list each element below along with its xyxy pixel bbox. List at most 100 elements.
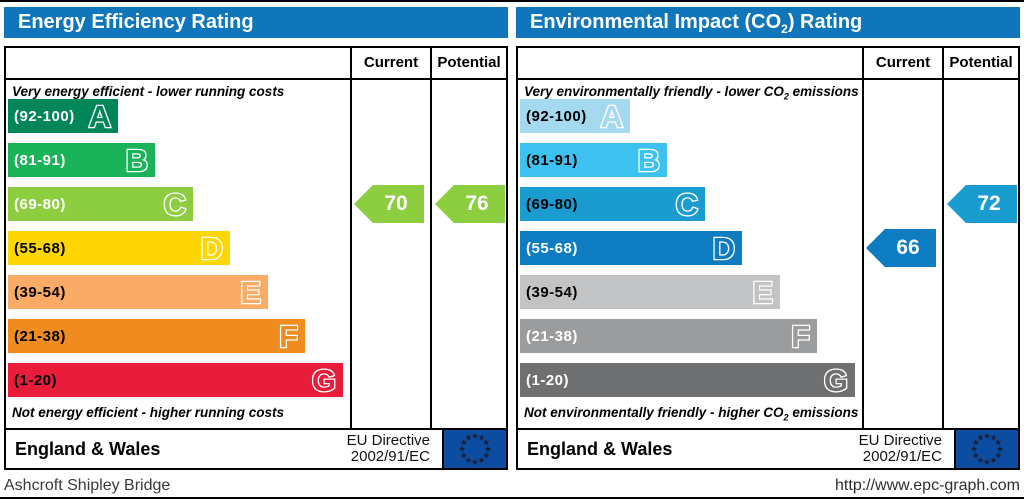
current-rating-value: 66 [896,236,920,259]
current-rating-arrow: 66 [866,229,936,267]
environmental-impact-panel: Environmental Impact (CO2) Rating Curren… [516,7,1020,470]
band-range: (69-80) [526,195,578,213]
current-rating-value: 70 [384,192,408,215]
property-name-label: Ashcroft Shipley Bridge [4,477,171,494]
potential-column-header: Potential [437,54,501,71]
band-d: (55-68) D [520,231,742,265]
band-range: (1-20) [526,371,570,389]
top-caption: Very environmentally friendly - lower CO… [524,84,859,102]
band-e: (39-54) E [520,275,780,309]
band-letter: E [239,274,262,310]
band-letter: G [311,362,338,398]
band-range: (81-91) [14,151,66,169]
directive-line1: EU Directive [346,432,430,449]
source-url-label: http://www.epc-graph.com [835,477,1020,494]
caption-text: Very energy efficient - lower running co… [12,84,285,99]
potential-rating-value: 72 [977,192,1001,215]
band-range: (92-100) [14,107,75,125]
rating-bands: (92-100) A (81-91) B (69-80) C (55-68) D… [8,99,343,407]
band-letter: A [87,98,112,134]
band-range: (55-68) [526,239,578,257]
current-column-header: Current [363,54,419,71]
directive-line2: 2002/91/EC [862,448,942,465]
band-letter: A [599,98,624,134]
band-f: (21-38) F [520,319,817,353]
caption-text: Very environmentally friendly - lower CO [524,84,784,99]
current-rating-arrow: 70 [354,185,424,223]
band-c: (69-80) C [520,187,705,221]
band-letter: F [278,318,299,354]
title-text-post: ) Rating [787,11,863,33]
band-letter: B [124,142,149,178]
environmental-panel-title: Environmental Impact (CO2) Rating [516,7,1020,38]
band-letter: D [199,230,224,266]
band-g: (1-20) G [520,363,855,397]
band-range: (21-38) [526,327,578,345]
band-range: (39-54) [526,283,578,301]
band-e: (39-54) E [8,275,268,309]
eu-directive-label: EU Directive 2002/91/EC [859,433,942,465]
header-divider [6,78,506,80]
caption-subscript: 2 [783,412,789,423]
potential-rating-value: 76 [465,192,489,215]
band-range: (1-20) [14,371,58,389]
current-column-header: Current [875,54,931,71]
band-letter: C [162,186,187,222]
eu-directive-label: EU Directive 2002/91/EC [347,433,430,465]
band-letter: E [751,274,774,310]
bottom-border-line [0,497,1024,499]
current-column-divider [350,48,352,428]
potential-rating-arrow: 72 [947,185,1017,223]
title-text: Environmental Impact (CO [530,11,782,33]
band-g: (1-20) G [8,363,343,397]
band-letter: F [790,318,811,354]
band-b: (81-91) B [8,143,155,177]
band-a: (92-100) A [520,99,630,133]
band-letter: B [636,142,661,178]
region-label: England & Wales [15,438,161,459]
top-caption: Very energy efficient - lower running co… [12,84,284,102]
title-text: Energy Efficiency Rating [18,11,254,33]
potential-column-divider [942,48,944,428]
rating-bands: (92-100) A (81-91) B (69-80) C (55-68) D… [520,99,855,407]
region-footer: England & Wales EU Directive 2002/91/EC [4,428,508,470]
caption-subscript: 2 [783,91,789,102]
potential-rating-arrow: 76 [435,185,505,223]
bottom-caption: Not energy efficient - higher running co… [12,405,284,423]
region-footer: England & Wales EU Directive 2002/91/EC [516,428,1020,470]
band-d: (55-68) D [8,231,230,265]
directive-line1: EU Directive [858,432,942,449]
energy-efficiency-panel: Energy Efficiency Rating Current Potenti… [4,7,508,470]
bottom-caption: Not environmentally friendly - higher CO… [524,405,858,423]
caption-text: Not energy efficient - higher running co… [12,405,285,420]
band-letter: G [823,362,850,398]
band-letter: D [711,230,736,266]
current-column-divider [862,48,864,428]
band-range: (81-91) [526,151,578,169]
potential-column-header: Potential [949,54,1013,71]
region-label: England & Wales [527,438,673,459]
top-border-line [0,0,1024,2]
band-range: (69-80) [14,195,66,213]
band-letter: C [674,186,699,222]
directive-line2: 2002/91/EC [350,448,430,465]
eu-flag-icon [442,430,506,468]
energy-rating-chart: Current Potential Very energy efficient … [4,46,508,430]
band-range: (39-54) [14,283,66,301]
band-a: (92-100) A [8,99,118,133]
title-subscript: 2 [781,22,788,36]
caption-text: Not environmentally friendly - higher CO [524,405,784,420]
band-range: (21-38) [14,327,66,345]
caption-text-post: emissions [788,405,859,420]
co2-rating-chart: Current Potential Very environmentally f… [516,46,1020,430]
band-range: (55-68) [14,239,66,257]
band-b: (81-91) B [520,143,667,177]
header-divider [518,78,1018,80]
band-range: (92-100) [526,107,587,125]
eu-flag-icon [954,430,1018,468]
band-f: (21-38) F [8,319,305,353]
energy-panel-title: Energy Efficiency Rating [4,7,508,38]
band-c: (69-80) C [8,187,193,221]
caption-text-post: emissions [788,84,859,99]
potential-column-divider [430,48,432,428]
